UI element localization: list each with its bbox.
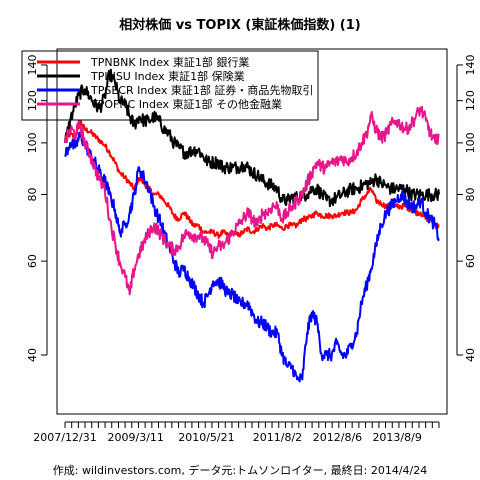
y-axis-right: 40 60 80 100 120 140	[456, 54, 477, 362]
chart-caption: 作成: wildinvestors.com, データ元:トムソンロイター, 最終…	[53, 463, 427, 477]
y-tick-label-right: 60	[464, 254, 477, 268]
y-tick-label-left: 80	[26, 188, 39, 202]
y-tick-label-left: 140	[26, 54, 39, 75]
x-tick-label: 2012/8/6	[313, 431, 362, 444]
legend-label-3: TPSECR Index 東証1部 証券・商品先物取引	[90, 83, 313, 97]
x-tick-label: 2013/8/9	[372, 431, 421, 444]
y-axis-left: 40 60 80 100 120 140	[26, 54, 48, 362]
y-tick-label-left: 100	[26, 132, 39, 153]
legend-box	[21, 50, 319, 121]
y-tick-label-left: 60	[26, 254, 39, 268]
legend-label-1: TPNBNK Index 東証1部 銀行業	[90, 55, 249, 69]
series-line-3	[64, 131, 440, 383]
series-line-1	[64, 119, 440, 239]
y-tick-label-left: 40	[26, 348, 39, 362]
legend-label-2: TPINSU Index 東証1部 保険業	[90, 69, 245, 83]
y-tick-label-right: 80	[464, 188, 477, 202]
legend-label-4: TPOFNC Index 東証1部 その他金融業	[90, 97, 282, 111]
y-tick-label-right: 140	[464, 54, 477, 75]
series-line-2	[64, 68, 440, 208]
plot-frame	[56, 48, 448, 415]
series-layer	[64, 68, 440, 383]
y-tick-label-right: 40	[464, 348, 477, 362]
y-tick-label-right: 120	[464, 90, 477, 111]
y-tick-label-right: 100	[464, 132, 477, 153]
x-tick-label: 2009/3/11	[108, 431, 164, 444]
x-tick-label: 2007/12/31	[33, 431, 96, 444]
series-line-4	[64, 105, 440, 296]
x-tick-label: 2011/8/2	[253, 431, 302, 444]
x-tick-label: 2010/5/21	[178, 431, 234, 444]
chart-title: 相対株価 vs TOPIX (東証株価指数) (1)	[119, 17, 360, 33]
y-tick-label-left: 120	[26, 90, 39, 111]
x-axis: 2007/12/31 2009/3/11 2010/5/21 2011/8/2 2012…	[33, 421, 440, 444]
